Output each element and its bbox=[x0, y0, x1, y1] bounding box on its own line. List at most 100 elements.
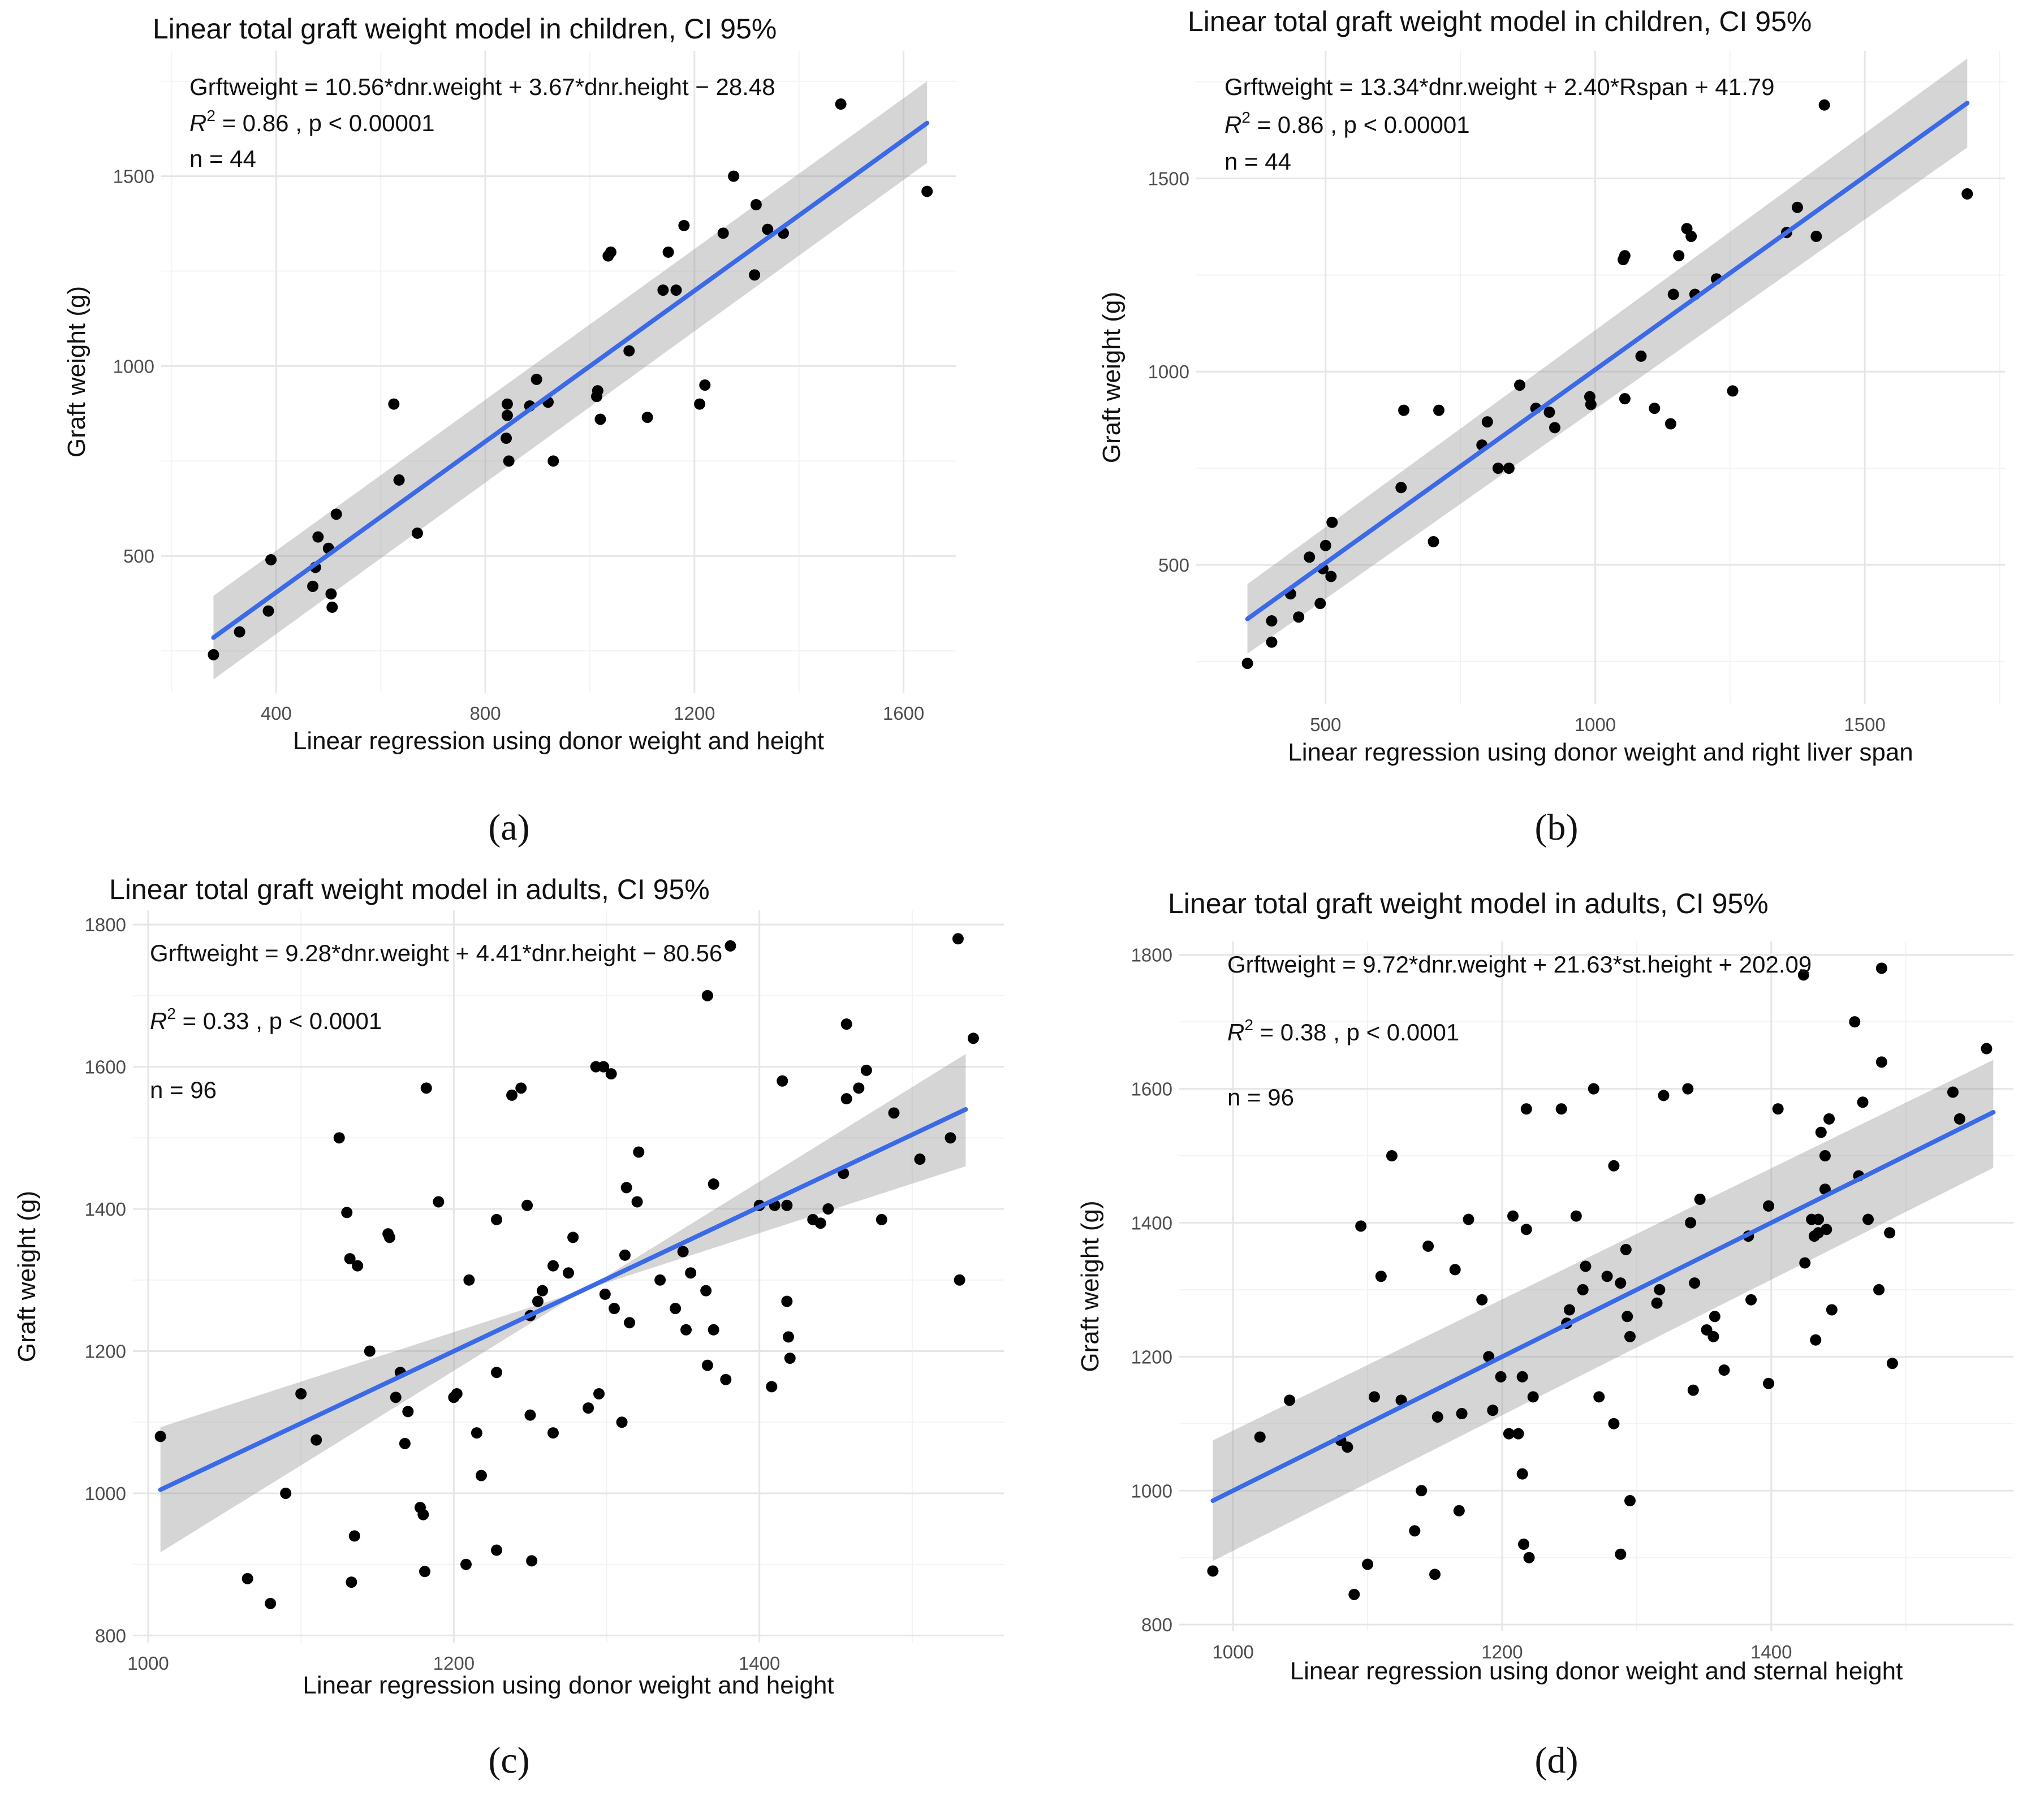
data-point bbox=[1619, 250, 1631, 262]
data-point bbox=[700, 1285, 712, 1297]
r-equals: = bbox=[176, 1008, 203, 1034]
data-point bbox=[1362, 1558, 1374, 1570]
data-point bbox=[1416, 1485, 1428, 1497]
data-point bbox=[1615, 1277, 1627, 1289]
data-point bbox=[234, 626, 245, 638]
data-point bbox=[657, 284, 669, 296]
data-point bbox=[262, 605, 274, 617]
panel-a: 400 800 1200 1600 500 1000 1500 Linear total gr… bbox=[63, 13, 956, 848]
data-point bbox=[1429, 1569, 1441, 1580]
chart-title: Linear total graft weight model in child… bbox=[153, 13, 777, 45]
panel-d: 1000 1200 1400 800 1000 1200 1400 1600 1800 Linea… bbox=[1076, 888, 2013, 1781]
data-point bbox=[781, 1199, 793, 1211]
regression-equation: Grftweight = 9.72*dnr.weight + 21.63*st.… bbox=[1227, 951, 1812, 978]
data-point bbox=[1821, 1224, 1832, 1235]
data-point bbox=[814, 1217, 826, 1229]
data-point bbox=[694, 398, 706, 410]
data-point bbox=[1492, 463, 1504, 474]
data-point bbox=[307, 580, 319, 592]
data-point bbox=[1718, 1364, 1730, 1376]
data-point bbox=[1527, 1391, 1539, 1403]
data-point bbox=[1818, 99, 1830, 111]
data-point bbox=[1207, 1565, 1219, 1577]
regression-line bbox=[158, 1107, 968, 1492]
x-tick-label: 1600 bbox=[883, 703, 924, 724]
r-exponent: 2 bbox=[1244, 1016, 1253, 1034]
data-point bbox=[1745, 1294, 1757, 1306]
x-axis-label: Linear regression using donor weight and… bbox=[1288, 738, 1913, 766]
y-axis-label: Graft weight (g) bbox=[1098, 292, 1126, 463]
data-point bbox=[1862, 1213, 1874, 1225]
r-exponent: 2 bbox=[1241, 109, 1250, 126]
data-point bbox=[1849, 1016, 1861, 1028]
x-tick-label: 800 bbox=[470, 703, 501, 724]
data-point bbox=[583, 1402, 594, 1414]
confidence-band bbox=[160, 1053, 966, 1553]
data-point bbox=[598, 1061, 610, 1073]
y-tick-label: 1800 bbox=[85, 914, 126, 935]
data-point bbox=[599, 1288, 611, 1300]
data-point bbox=[1449, 1264, 1461, 1276]
data-point bbox=[419, 1566, 431, 1578]
y-axis-label: Graft weight (g) bbox=[63, 286, 90, 457]
data-point bbox=[312, 531, 324, 543]
x-tick-label: 1000 bbox=[1212, 1641, 1253, 1662]
data-point bbox=[1422, 1240, 1434, 1252]
data-point bbox=[1588, 1083, 1599, 1095]
separator: , bbox=[289, 110, 309, 136]
panel-caption: (b) bbox=[1535, 807, 1579, 848]
data-point bbox=[295, 1388, 307, 1399]
data-point bbox=[521, 1199, 533, 1211]
data-point bbox=[1819, 1150, 1831, 1162]
data-point bbox=[417, 1509, 429, 1520]
panel-c: 1000 1200 140080010001200140016001800Linea… bbox=[13, 874, 1004, 1781]
r-equals: = bbox=[1250, 111, 1278, 138]
data-point bbox=[515, 1082, 527, 1094]
y-tick-label: 1000 bbox=[113, 356, 154, 377]
data-point bbox=[503, 455, 515, 467]
r-squared-annotation: R2 = 0.33 , p < 0.0001 bbox=[150, 1005, 382, 1034]
data-point bbox=[1395, 482, 1407, 494]
data-point bbox=[411, 527, 423, 539]
data-point bbox=[1585, 399, 1597, 411]
data-point bbox=[1463, 1213, 1474, 1225]
regression-line bbox=[211, 120, 930, 640]
y-tick-label: 1000 bbox=[1148, 361, 1189, 382]
data-point bbox=[526, 1555, 538, 1567]
data-point bbox=[1433, 404, 1444, 416]
data-point bbox=[945, 1132, 956, 1144]
y-tick-label: 800 bbox=[95, 1625, 126, 1646]
data-point bbox=[208, 649, 219, 660]
data-point bbox=[1624, 1330, 1636, 1342]
data-point bbox=[1266, 615, 1278, 627]
regression-equation: Grftweight = 9.28*dnr.weight + 4.41*dnr.… bbox=[150, 940, 722, 966]
data-point bbox=[1304, 551, 1316, 563]
data-point bbox=[388, 398, 400, 410]
data-point bbox=[154, 1431, 166, 1442]
data-point bbox=[678, 219, 690, 231]
p-value: p < 0.0001 bbox=[269, 1008, 382, 1034]
data-point bbox=[1857, 1096, 1869, 1108]
panel-caption: (a) bbox=[488, 807, 529, 848]
data-point bbox=[433, 1196, 445, 1208]
data-point bbox=[1635, 350, 1647, 362]
data-point bbox=[1476, 1294, 1488, 1306]
panel-caption: (d) bbox=[1535, 1740, 1579, 1781]
x-tick-label: 1500 bbox=[1844, 714, 1885, 735]
y-tick-label: 1400 bbox=[85, 1199, 126, 1220]
data-point bbox=[835, 98, 847, 110]
data-point bbox=[352, 1260, 364, 1272]
data-point bbox=[1555, 1103, 1567, 1115]
data-point bbox=[1580, 1260, 1592, 1272]
data-point bbox=[460, 1558, 472, 1570]
data-point bbox=[1685, 1217, 1697, 1229]
data-point bbox=[1495, 1371, 1507, 1382]
data-point bbox=[593, 1388, 605, 1399]
sample-size: n = 96 bbox=[1227, 1084, 1294, 1111]
x-tick-label: 1200 bbox=[433, 1653, 475, 1674]
data-point bbox=[1961, 188, 1973, 200]
data-point bbox=[1615, 1548, 1627, 1560]
x-axis-label: Linear regression using donor weight and… bbox=[1290, 1657, 1903, 1685]
data-point bbox=[670, 1303, 682, 1315]
